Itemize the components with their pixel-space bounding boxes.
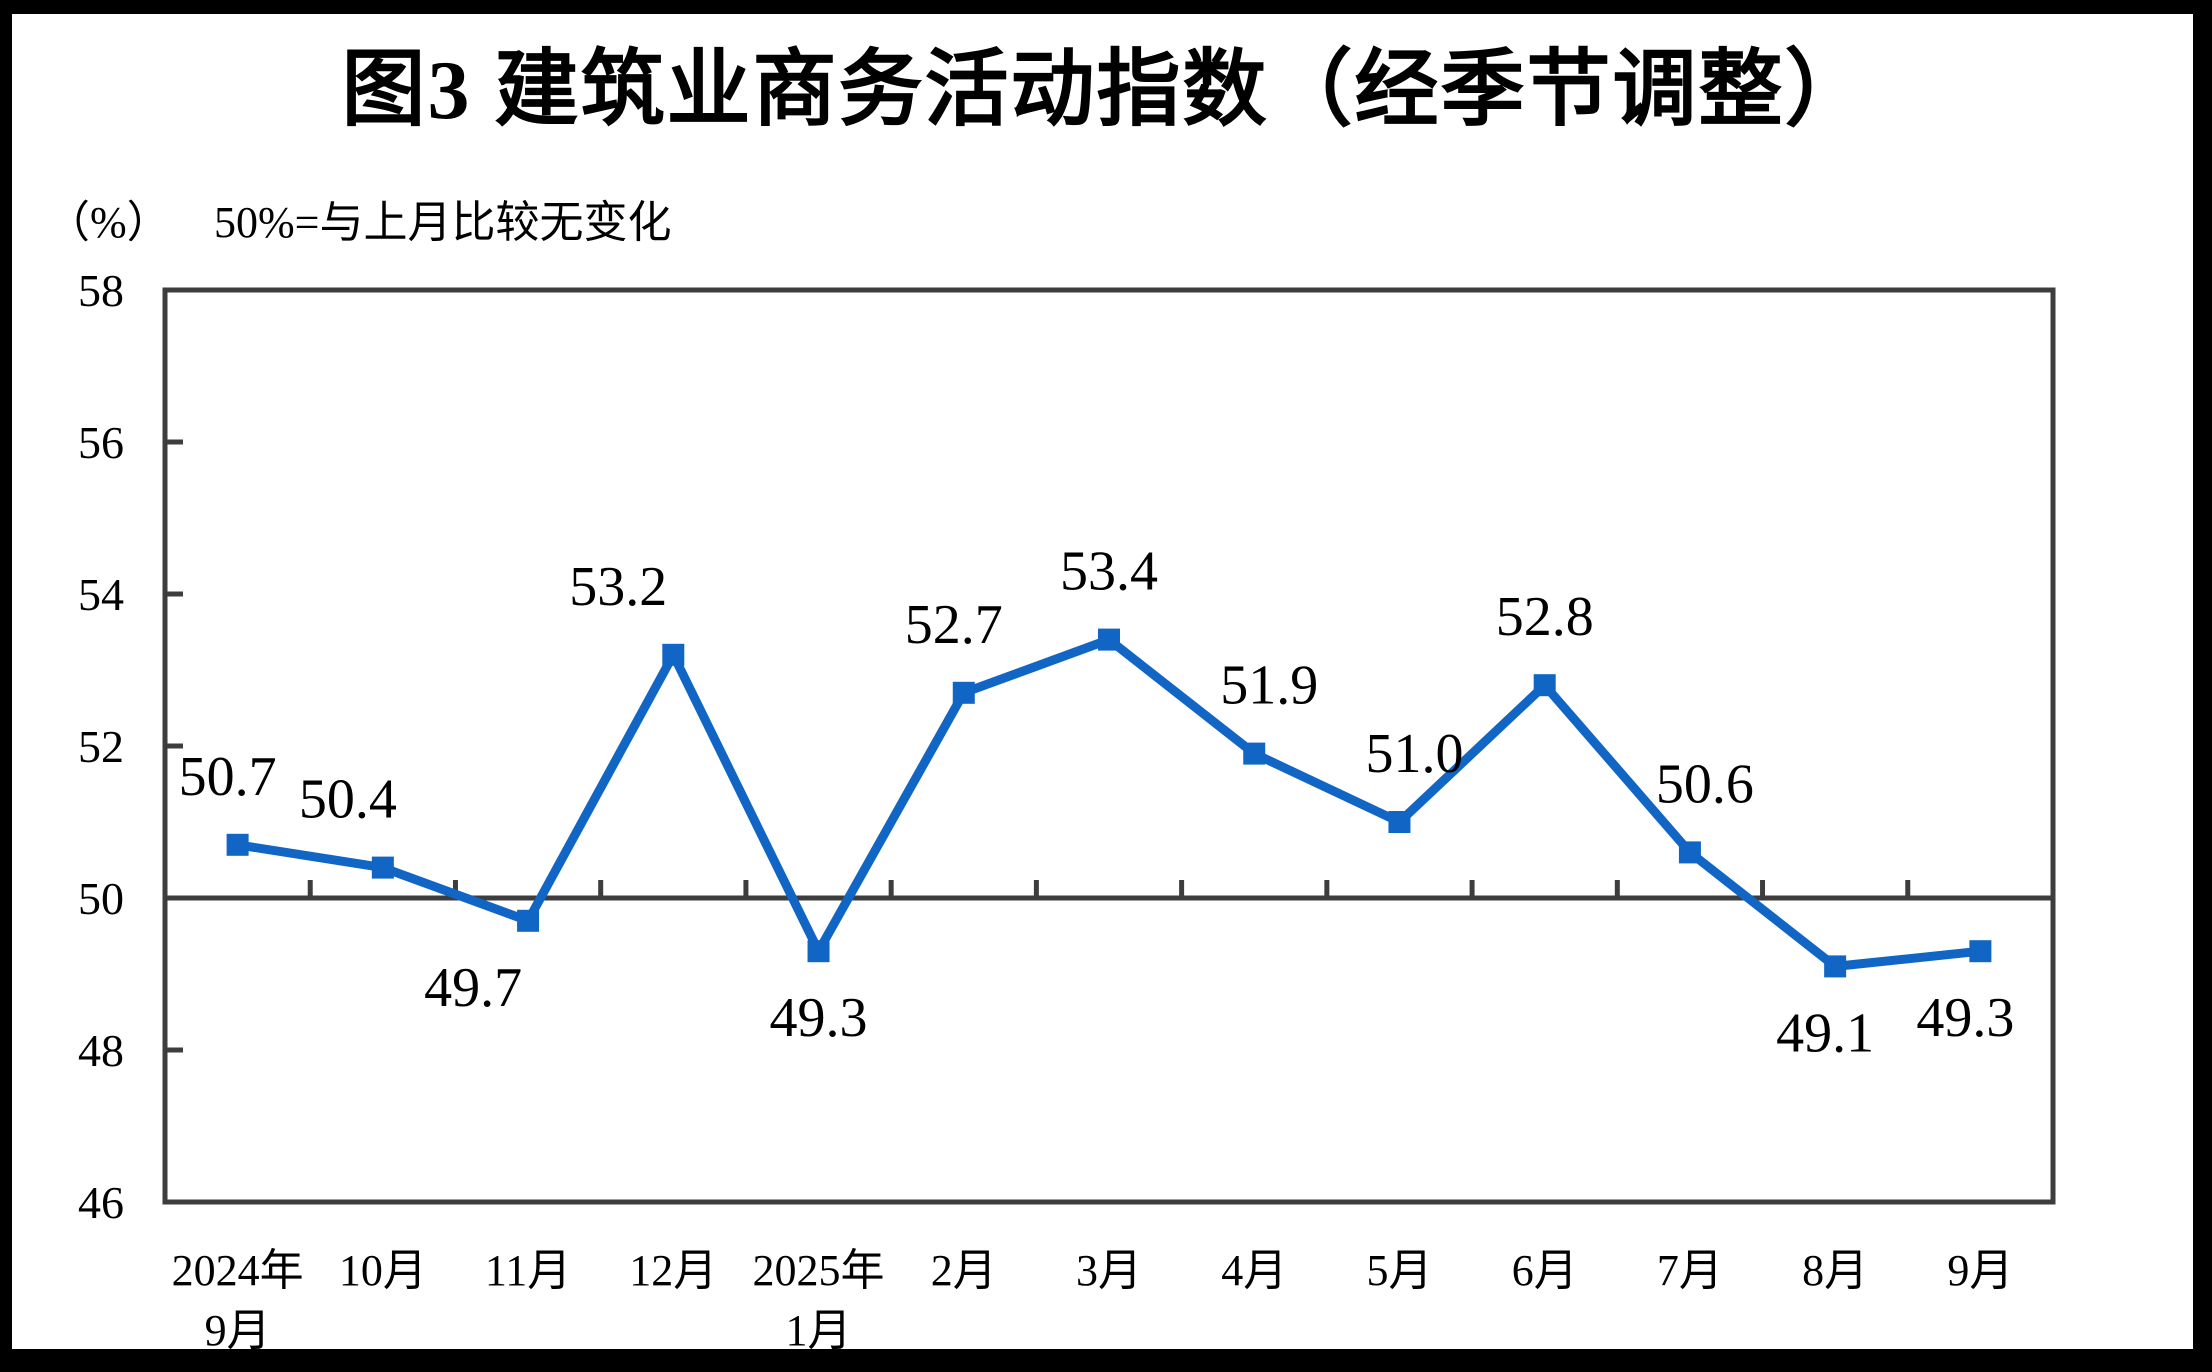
data-point-label: 52.8: [1496, 586, 1594, 648]
chart-title: 图3 建筑业商务活动指数（经季节调整）: [341, 44, 1871, 137]
y-axis-tick-label: 56: [78, 417, 124, 468]
data-point-label: 51.0: [1365, 723, 1463, 785]
y-axis-unit-label: （%）: [46, 198, 171, 247]
chart-subtitle-row: （%） 50%=与上月比较无变化: [0, 186, 2212, 250]
data-point-marker: [226, 833, 249, 856]
x-axis-tick-label: 2025年: [753, 1246, 885, 1295]
data-point-marker: [517, 909, 540, 932]
data-point-label: 50.7: [179, 746, 277, 808]
x-axis-tick-label: 7月: [1657, 1246, 1723, 1295]
data-point-label: 49.1: [1776, 1002, 1874, 1064]
x-axis-tick-label: 9月: [1947, 1246, 2013, 1295]
data-point-marker: [371, 856, 394, 879]
chart-panel: [12, 14, 2193, 1349]
y-axis-tick-label: 50: [78, 873, 124, 924]
data-point-marker: [1678, 841, 1701, 864]
x-axis-tick-label: 4月: [1221, 1246, 1287, 1295]
x-axis-tick-label: 12月: [629, 1246, 717, 1295]
y-axis-tick-label: 52: [78, 721, 124, 772]
data-point-label: 50.6: [1656, 753, 1754, 815]
data-point-marker: [807, 940, 830, 963]
x-axis-tick-label: 8月: [1802, 1246, 1868, 1295]
data-point-marker: [1824, 955, 1847, 978]
data-point-marker: [952, 681, 975, 704]
data-point-marker: [662, 643, 685, 666]
data-point-label: 50.4: [299, 769, 397, 831]
data-point-label: 53.2: [569, 556, 667, 618]
data-point-marker: [1098, 628, 1120, 651]
x-axis-tick-label: 2月: [931, 1246, 997, 1295]
data-point-label: 49.3: [1916, 987, 2014, 1049]
y-axis-tick-label: 58: [78, 265, 124, 316]
data-point-label: 49.3: [770, 987, 868, 1049]
data-point-marker: [1533, 674, 1556, 697]
reference-line-note: 50%=与上月比较无变化: [214, 198, 672, 247]
x-axis-tick-label: 10月: [339, 1246, 427, 1295]
x-axis-tick-label: 2024年: [172, 1246, 304, 1295]
data-point-label: 51.9: [1220, 655, 1318, 717]
x-axis-tick-label: 11月: [485, 1246, 571, 1295]
y-axis-tick-label: 54: [78, 569, 124, 620]
data-point-marker: [1388, 811, 1411, 833]
y-axis-tick-label: 48: [78, 1025, 124, 1076]
plot-border: [162, 287, 2056, 1205]
x-axis-tick-label: 5月: [1366, 1246, 1432, 1295]
x-axis-tick-label: 6月: [1512, 1246, 1578, 1295]
data-point-marker: [1969, 940, 1992, 963]
data-point-label: 53.4: [1060, 541, 1158, 603]
data-point-label: 52.7: [905, 594, 1003, 656]
x-axis-tick-label-line2: 1月: [786, 1306, 852, 1355]
data-point-label: 49.7: [424, 957, 522, 1019]
x-axis-tick-label: 3月: [1076, 1246, 1142, 1295]
data-point-marker: [1243, 742, 1266, 765]
y-axis-tick-label: 46: [78, 1177, 124, 1228]
x-axis-tick-label-line2: 9月: [205, 1306, 271, 1355]
